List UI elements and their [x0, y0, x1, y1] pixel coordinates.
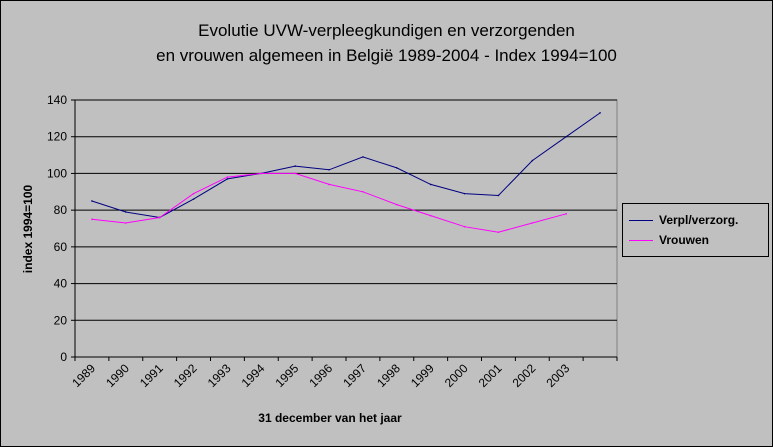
data-point	[599, 112, 601, 114]
x-tick-label: 2000	[442, 361, 471, 390]
data-point	[362, 190, 364, 193]
x-tick-label: 2003	[544, 361, 573, 390]
x-tick-label: 2001	[476, 361, 505, 390]
data-point	[91, 218, 93, 221]
legend-item-vrouwen: Vrouwen	[629, 232, 709, 248]
legend: Verpl/verzorg. Vrouwen	[622, 203, 769, 257]
y-tick-label: 0	[60, 350, 67, 364]
x-tick-label: 1993	[205, 361, 234, 390]
y-tick-label: 20	[54, 313, 68, 327]
data-point	[192, 198, 195, 200]
legend-line-verpl	[629, 219, 653, 221]
chart-title-line-2: en vrouwen algemeen in België 1989-2004 …	[156, 46, 617, 65]
x-tick-label: 1990	[103, 361, 132, 390]
x-tick-label: 1995	[273, 361, 302, 390]
chart-title-line-1: Evolutie UVW-verpleegkundigen en verzorg…	[198, 21, 575, 40]
y-tick-label: 100	[47, 166, 67, 180]
data-point	[429, 183, 432, 186]
data-point	[328, 183, 330, 186]
chart-title: Evolutie UVW-verpleegkundigen en verzorg…	[0, 18, 773, 68]
y-tick-label: 80	[54, 203, 68, 217]
y-tick-label: 60	[54, 240, 68, 254]
legend-line-vrouwen	[629, 239, 653, 241]
data-point	[497, 231, 500, 233]
y-tick-label: 120	[47, 130, 67, 144]
y-tick-label: 140	[47, 93, 67, 107]
x-tick-label: 1999	[408, 361, 437, 390]
data-point	[463, 192, 466, 195]
series-line-verpl	[91, 112, 601, 219]
data-point	[125, 222, 127, 224]
x-tick-label: 1989	[69, 361, 98, 390]
x-axis-label: 31 december van het jaar	[258, 411, 402, 425]
legend-item-verpl: Verpl/verzorg.	[629, 212, 738, 228]
data-point	[497, 194, 500, 197]
data-point	[531, 222, 534, 224]
data-point	[396, 167, 398, 169]
data-point	[328, 168, 330, 171]
legend-label-verpl: Verpl/verzorg.	[659, 213, 739, 227]
data-point	[91, 200, 93, 202]
x-tick-label: 1992	[171, 361, 200, 390]
data-point	[226, 176, 229, 178]
data-point	[463, 225, 466, 228]
legend-label-vrouwen: Vrouwen	[659, 233, 710, 247]
data-point	[565, 213, 567, 215]
y-tick-label: 40	[54, 277, 68, 291]
data-point	[294, 172, 296, 175]
data-point	[125, 211, 127, 213]
x-tick-label: 1991	[137, 361, 166, 390]
data-point	[429, 214, 432, 217]
data-point	[565, 135, 567, 138]
plot-background	[74, 99, 618, 358]
x-tick-label: 1998	[374, 361, 403, 390]
x-tick-label: 2002	[510, 361, 539, 390]
x-tick-label: 1996	[306, 361, 335, 390]
data-point	[362, 156, 364, 158]
data-point	[531, 159, 534, 162]
y-axis-label: index 1994=100	[21, 184, 35, 273]
x-tick-label: 1997	[340, 361, 369, 390]
data-point	[260, 172, 263, 175]
x-tick-label: 1994	[239, 361, 268, 390]
data-point	[226, 178, 229, 180]
data-point	[294, 165, 296, 167]
data-point	[396, 203, 398, 206]
data-point	[158, 216, 161, 219]
data-point	[192, 192, 195, 195]
